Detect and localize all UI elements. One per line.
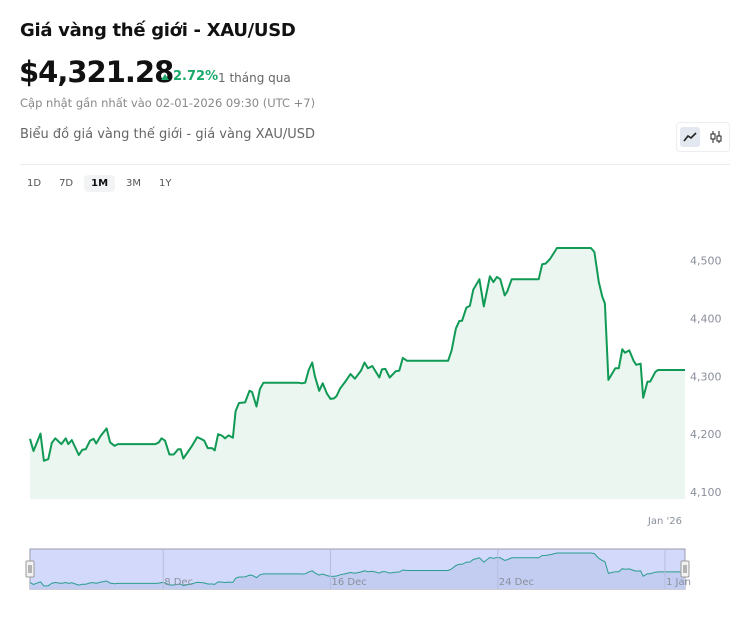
range-1d[interactable]: 1D [27,178,42,189]
navigator-fill [30,553,685,589]
price-line [29,247,685,462]
last-updated: Cập nhật gần nhất vào 02-01-2026 09:30 (… [20,96,316,110]
navigator-tick-label: 24 Dec [499,577,534,588]
divider [20,164,730,165]
y-tick-label: 4,400 [690,313,722,326]
line-chart-button[interactable] [680,127,700,147]
line-chart-icon [683,132,697,142]
range-7d[interactable]: 7D [59,178,74,189]
navigator: 8 Dec 16 Dec 24 Dec 1 Jan [25,548,691,590]
handle-grip [25,560,35,578]
range-3m[interactable]: 3M [126,178,142,189]
y-tick-label: 4,300 [690,370,722,383]
x-tick-label: Jan '26 [647,516,682,527]
candlestick-icon [710,131,722,143]
area-fill [30,248,685,499]
navigator-left-handle[interactable] [25,560,35,578]
up-arrow-icon [161,73,169,80]
chart-type-toggle [676,122,730,152]
change-period: 1 tháng qua [218,71,291,85]
current-price: $4,321.28 [19,55,174,89]
navigator-tick-label: 8 Dec [164,577,193,588]
range-1y[interactable]: 1Y [159,178,172,189]
range-selector: 1D 7D 1M 3M 1Y [20,175,179,192]
handle-grip [680,560,690,578]
y-tick-label: 4,200 [690,428,722,441]
navigator-line [29,552,685,587]
candlestick-button[interactable] [706,127,726,147]
y-tick-label: 4,500 [690,255,722,268]
navigator-right-handle[interactable] [680,560,690,578]
page-title: Giá vàng thế giới - XAU/USD [20,20,296,41]
chart-subtitle: Biểu đồ giá vàng thế giới - giá vàng XAU… [20,127,316,142]
range-1m[interactable]: 1M [84,175,116,192]
y-tick-label: 4,100 [690,486,722,499]
price-change: 2.72% [161,69,218,84]
navigator-tick-label: 16 Dec [331,577,366,588]
navigator-tick-label: 1 Jan [666,577,691,588]
change-percent: 2.72% [173,69,219,84]
